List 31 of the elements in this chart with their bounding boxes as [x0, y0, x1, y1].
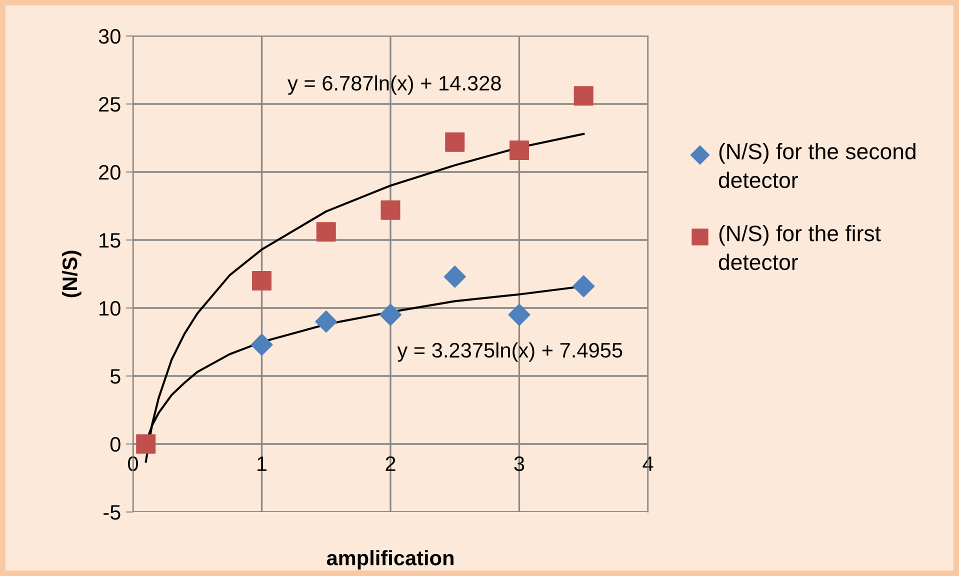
x-tick-label: 0: [128, 456, 138, 472]
point: [380, 304, 402, 326]
annotation: y = 6.787ln(x) + 14.328: [288, 75, 501, 95]
point: [510, 140, 529, 160]
point: [444, 266, 466, 288]
y-tick-label: -5: [104, 505, 120, 520]
x-tick-label: 2: [386, 456, 396, 471]
y-tick-label: 10: [100, 301, 120, 316]
point: [574, 86, 594, 106]
x-tick-label: 1: [258, 456, 267, 471]
y-tick-label: 0: [110, 437, 120, 452]
x-axis-title: amplification: [326, 550, 454, 570]
point: [250, 334, 273, 356]
point: [508, 304, 530, 326]
y-tick-label: 20: [99, 165, 120, 180]
y-axis-title: (N/S): [62, 250, 82, 298]
point: [316, 222, 336, 242]
x-tick-label: 3: [514, 456, 524, 472]
point: [136, 434, 156, 454]
y-tick-label: 15: [100, 233, 120, 248]
point: [380, 200, 400, 220]
legend-label: (N/S) for the second detector: [718, 143, 916, 188]
point: [445, 132, 465, 152]
point: [252, 271, 272, 291]
point: [572, 275, 595, 298]
y-tick-label: 5: [110, 369, 120, 384]
point: [315, 310, 338, 333]
y-tick-label: 30: [98, 29, 120, 44]
annotation: y = 3.2375ln(x) + 7.4955: [397, 342, 622, 362]
y-tick-label: 25: [99, 97, 120, 112]
legend-label: (N/S) for the first detector: [718, 225, 881, 270]
